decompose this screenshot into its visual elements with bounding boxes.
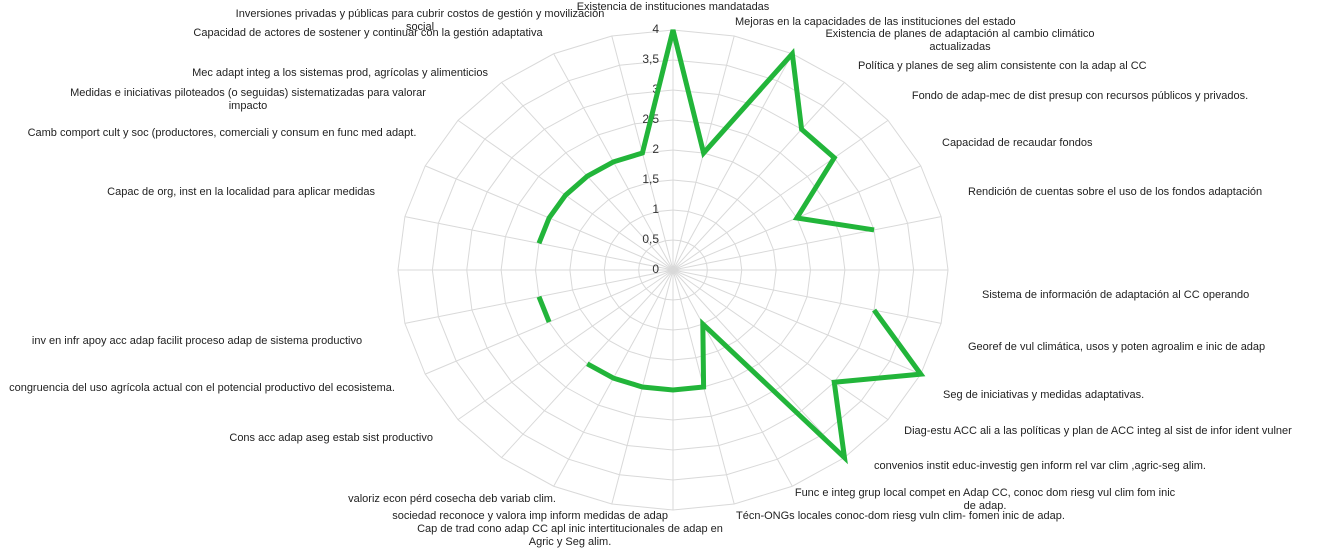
spoke [672, 216, 942, 271]
category-label: Técn-ONGs locales conoc-dom riesg vuln c… [736, 510, 1065, 522]
data-line [586, 308, 926, 465]
category-label: Capac de org, inst en la localidad para … [107, 186, 375, 198]
category-label: Seg de iniciativas y medidas adaptativas… [943, 389, 1145, 401]
category-label: Georef de vul climática, usos y poten ag… [968, 341, 1266, 353]
spoke [457, 269, 674, 421]
category-label: Diag-estu ACC ali a las políticas y plan… [904, 425, 1292, 437]
category-label: Camb comport cult y soc (productores, co… [27, 127, 417, 139]
category-label: valoriz econ pérd cosecha deb variab cli… [348, 493, 556, 505]
category-label: Sistema de información de adaptación al … [982, 289, 1250, 301]
category-label: Cons acc adap aseg estab sist productivo [229, 432, 433, 444]
r-tick-label: 3,5 [642, 52, 659, 66]
r-tick-label: 4 [652, 22, 659, 36]
category-label: Existencia de planes de adaptación al ca… [825, 28, 1095, 53]
category-label: Cap de trad cono adap CC apl inic intert… [417, 523, 723, 548]
r-tick-label: 1 [652, 202, 659, 216]
r-tick-label: 0,5 [642, 232, 659, 246]
category-label: Mec adapt integ a los sistemas prod, agr… [192, 67, 488, 79]
category-label: Capacidad de actores de sostener y conti… [193, 27, 543, 39]
category-label: congruencia del uso agrícola actual con … [9, 382, 395, 394]
spoke [672, 269, 921, 375]
spoke [672, 269, 845, 458]
spoke [672, 269, 942, 324]
category-label: Política y planes de seg alim consistent… [858, 60, 1147, 72]
category-label: inv en infr apoy acc adap facilit proces… [31, 335, 363, 347]
category-label: Capacidad de recaudar fondos [942, 137, 1093, 149]
category-label: convenios instit educ-investig gen infor… [874, 460, 1206, 472]
category-label: Inversiones privadas y públicas para cub… [235, 8, 605, 33]
category-label: Rendición de cuentas sobre el uso de los… [968, 186, 1263, 198]
spoke [672, 53, 793, 271]
category-label: Existencia de instituciones mandatadas [576, 1, 770, 13]
category-label: sociedad reconoce y valora imp inform me… [392, 510, 668, 522]
category-label: Mejoras en la capacidades de las institu… [735, 16, 1016, 28]
spoke [672, 269, 889, 421]
category-label: Func e integ grup local compet en Adap C… [794, 487, 1176, 512]
r-tick-label: 1,5 [642, 172, 659, 186]
data-line [536, 29, 875, 245]
r-tick-label: 2 [652, 142, 659, 156]
category-label: Fondo de adap-mec de dist presup con rec… [911, 90, 1249, 102]
spoke [672, 82, 845, 271]
spoke [672, 119, 889, 271]
category-label: Medidas e iniciativas piloteados (o segu… [70, 87, 426, 112]
spoke [672, 269, 793, 487]
data-line [536, 295, 552, 323]
r-tick-label: 0 [652, 262, 659, 276]
